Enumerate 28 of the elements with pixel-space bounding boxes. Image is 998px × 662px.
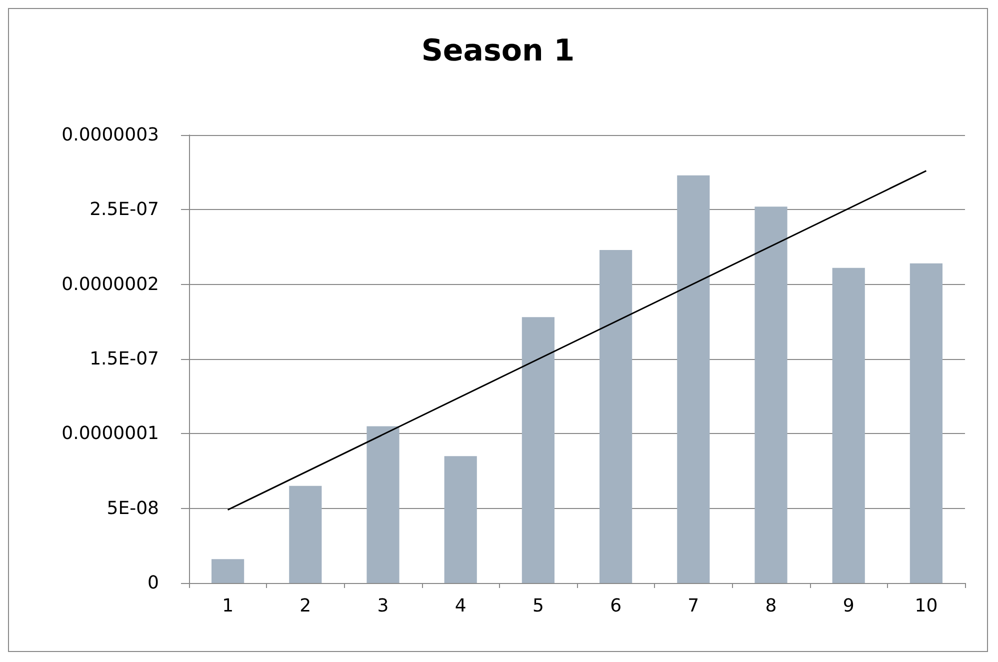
x-tick-label: 10 — [914, 596, 938, 616]
y-tick-label: 2.5E-07 — [90, 199, 159, 220]
bar — [832, 268, 865, 583]
x-tick-label: 5 — [532, 596, 544, 616]
y-tick-label: 1.5E-07 — [90, 348, 159, 370]
x-tick-label: 9 — [842, 596, 854, 616]
y-tick-label: 0.0000002 — [62, 274, 159, 295]
x-tick-label: 3 — [377, 596, 389, 616]
bar — [212, 559, 244, 583]
x-tick-label: 8 — [765, 596, 777, 616]
y-tick-label: 0 — [148, 572, 159, 594]
bar — [522, 317, 554, 583]
bar — [289, 486, 322, 583]
y-tick-label: 0.0000003 — [62, 124, 159, 146]
x-tick-label: 2 — [300, 596, 312, 616]
bar — [366, 426, 400, 583]
bar — [754, 206, 788, 583]
bar — [444, 456, 477, 583]
chart-title: Season 1 — [421, 34, 575, 68]
bar — [910, 263, 942, 583]
bar — [677, 175, 710, 583]
y-tick-label: 5E-08 — [106, 498, 159, 519]
y-tick-label: 0.0000001 — [62, 423, 159, 444]
x-tick-label: 1 — [222, 596, 234, 616]
x-tick-label: 6 — [610, 596, 622, 616]
x-tick-label: 4 — [454, 596, 466, 616]
bar — [600, 250, 632, 583]
x-tick-label: 7 — [688, 596, 700, 616]
